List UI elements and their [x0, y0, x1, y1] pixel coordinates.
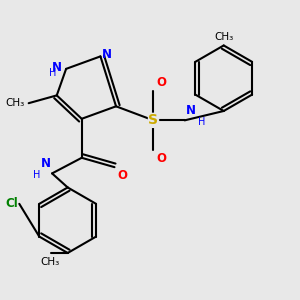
- Text: H: H: [49, 68, 56, 78]
- Text: S: S: [148, 113, 158, 128]
- Text: CH₃: CH₃: [40, 257, 59, 267]
- Text: CH₃: CH₃: [6, 98, 25, 108]
- Text: O: O: [156, 76, 166, 89]
- Text: Cl: Cl: [5, 197, 18, 210]
- Text: N: N: [102, 48, 112, 61]
- Text: O: O: [156, 152, 166, 165]
- Text: N: N: [40, 157, 50, 170]
- Text: N: N: [186, 104, 196, 117]
- Text: CH₃: CH₃: [214, 32, 233, 42]
- Text: H: H: [198, 117, 205, 127]
- Text: N: N: [52, 61, 62, 74]
- Text: O: O: [118, 169, 128, 182]
- Text: H: H: [33, 170, 40, 180]
